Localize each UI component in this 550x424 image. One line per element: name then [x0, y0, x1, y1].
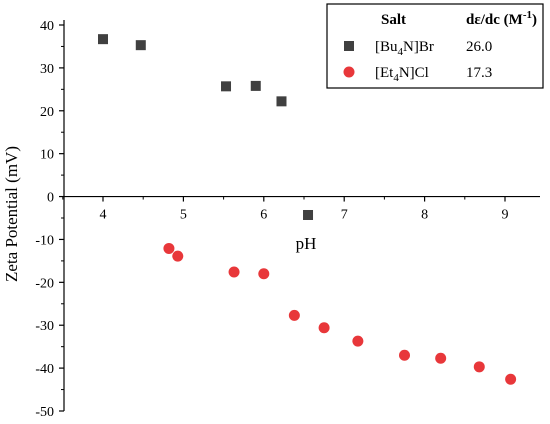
data-series: [98, 34, 517, 385]
data-point-square: [98, 34, 108, 45]
legend-series-value: 26.0: [466, 39, 492, 55]
y-tick-label: 20: [40, 105, 54, 120]
y-tick-label: 30: [40, 62, 54, 77]
data-point-circle: [352, 335, 364, 347]
data-point-circle: [473, 361, 485, 373]
data-point-circle: [288, 309, 300, 321]
x-axis-label: pH: [296, 234, 317, 253]
data-point-square: [221, 81, 232, 92]
x-tick-label: 9: [502, 208, 509, 223]
data-point-circle: [258, 268, 270, 280]
y-axis-label: Zeta Potential (mV): [2, 146, 21, 282]
legend-marker-circle: [343, 66, 355, 78]
data-point-circle: [228, 266, 240, 278]
legend-box: [326, 3, 544, 89]
legend-header-salt: Salt: [381, 12, 406, 28]
legend-marker-square: [344, 41, 354, 51]
y-tick-label: 0: [47, 191, 54, 206]
y-tick-label: -50: [35, 405, 54, 420]
series-1: [98, 34, 314, 220]
data-point-circle: [505, 373, 517, 385]
data-point-square: [276, 96, 287, 107]
y-tick-label: -10: [35, 233, 54, 248]
series-2: [163, 242, 517, 385]
x-tick-label: 6: [260, 208, 267, 223]
y-tick-label: -40: [35, 362, 54, 377]
legend: Salt dε/dc (M-1) [Bu4N]Br 26.0 [Et4N]Cl 17.3: [326, 3, 544, 89]
y-tick-label: 10: [40, 148, 54, 163]
legend-series-name: [Bu4N]Br: [375, 39, 434, 58]
data-point-square: [303, 209, 314, 220]
data-point-circle: [399, 349, 410, 361]
x-tick-label: 5: [180, 208, 187, 223]
x-tick-label: 7: [341, 208, 348, 223]
tick-labels: 40 30 20 10 0 -10 -20 -30 -40 -50 4 5 6 7 8 9: [35, 19, 508, 420]
data-point-square: [135, 40, 146, 51]
x-tick-label: 8: [421, 208, 428, 223]
y-tick-label: 40: [40, 19, 54, 34]
legend-series-name: [Et4N]Cl: [375, 65, 429, 84]
legend-series-value: 17.3: [466, 65, 492, 81]
data-point-circle: [172, 250, 184, 262]
axes: [59, 20, 540, 412]
y-tick-label: -20: [35, 276, 54, 291]
y-tick-label: -30: [35, 319, 54, 334]
data-point-circle: [435, 352, 447, 364]
data-point-square: [250, 80, 261, 91]
data-point-circle: [163, 242, 175, 254]
legend-header-value: dε/dc (M-1): [466, 9, 537, 28]
x-tick-label: 4: [100, 208, 107, 223]
data-point-circle: [318, 322, 330, 334]
